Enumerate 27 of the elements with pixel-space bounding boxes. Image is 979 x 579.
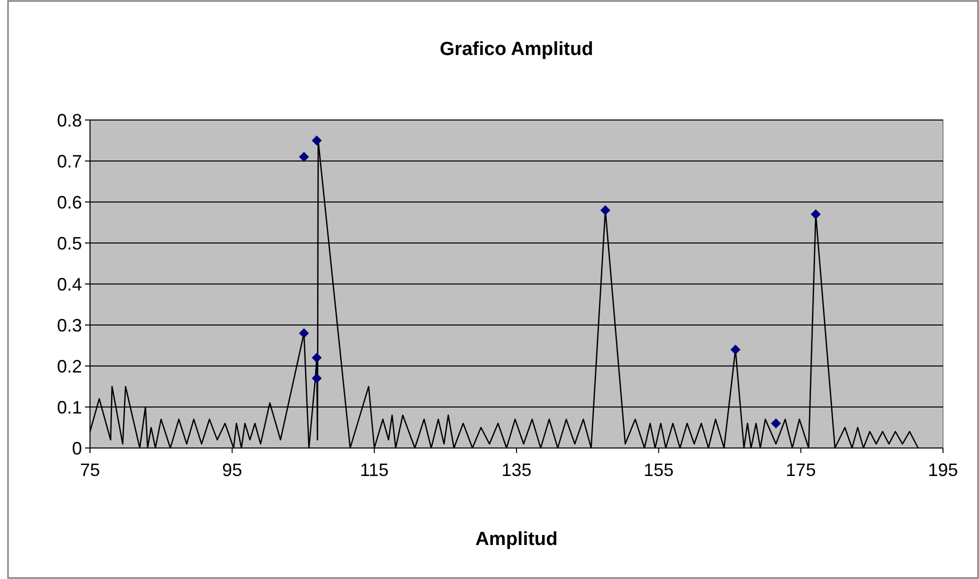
x-tick-label: 155 — [644, 460, 674, 480]
y-tick-label: 0.2 — [56, 356, 82, 376]
y-tick-label: 0.5 — [56, 233, 82, 254]
x-tick-label: 75 — [80, 460, 100, 480]
y-tick-label: 0.3 — [56, 315, 82, 336]
y-tick-label: 0.1 — [56, 397, 82, 418]
y-tick-label: 0 — [72, 438, 82, 458]
x-tick-label: 115 — [360, 460, 389, 480]
point — [312, 352, 322, 363]
point — [600, 205, 610, 216]
x-tick-label: 175 — [786, 460, 816, 480]
y-tick-label: 0.8 — [56, 110, 82, 130]
point — [312, 373, 322, 384]
point — [770, 418, 781, 428]
x-tick-label: 135 — [501, 460, 532, 480]
point — [312, 136, 322, 146]
point — [730, 344, 740, 355]
y-tick-label: 0.4 — [56, 274, 82, 294]
point — [298, 328, 309, 338]
point — [810, 209, 821, 220]
x-axis-title: Amplitud — [475, 529, 558, 550]
point — [298, 152, 309, 162]
y-tick-label: 0.7 — [56, 151, 82, 172]
chart-title: Grafico Amplitud — [440, 39, 594, 60]
x-tick-label: 95 — [222, 460, 242, 480]
y-tick-label: 0.6 — [56, 192, 82, 212]
x-tick-label: 195 — [928, 460, 958, 480]
